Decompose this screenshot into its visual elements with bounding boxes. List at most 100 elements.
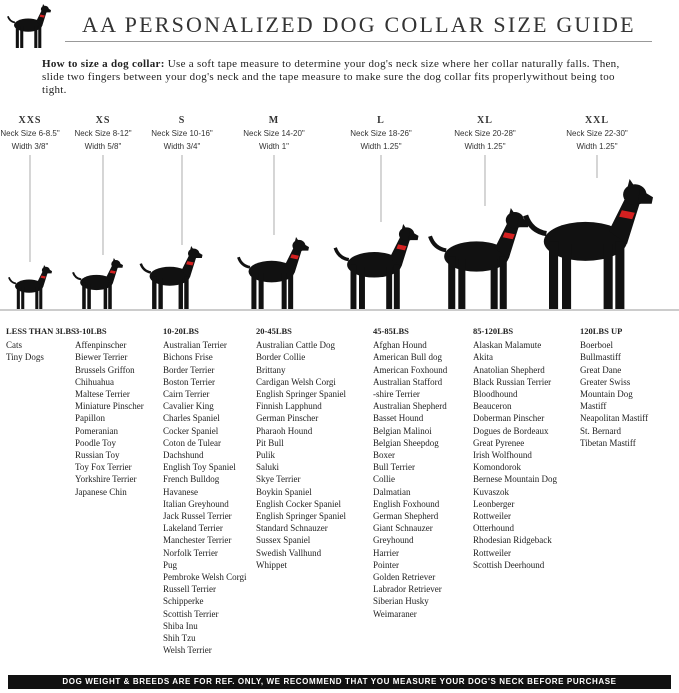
breed: Shih Tzu (163, 633, 196, 644)
breed: Australian Shepherd (373, 401, 447, 412)
breed: Italian Greyhound (163, 498, 229, 509)
breed: Afghan Hound (373, 340, 427, 351)
breed: Brussels Griffon (75, 364, 135, 375)
weight-range: 85-120LBS (473, 326, 514, 336)
breed: Tiny Dogs (6, 352, 44, 363)
breed: Boston Terrier (163, 376, 215, 387)
breed: Chihuahua (75, 376, 114, 387)
breed: Cairn Terrier (163, 389, 210, 400)
guide-lines (29, 155, 598, 262)
breed: Skye Terrier (256, 474, 301, 485)
breed: English Toy Spaniel (163, 462, 236, 473)
breed: Welsh Terrier (163, 645, 212, 656)
breed: Bloodhound (473, 389, 518, 400)
breed: Pembroke Welsh Corgi (163, 572, 247, 583)
intro: How to size a dog collar: Use a soft tap… (42, 58, 642, 97)
breed: Bull Terrier (373, 462, 415, 473)
weight-range: LESS THAN 3LBS (6, 326, 76, 336)
weight-range: 20-45LBS (256, 326, 292, 336)
breed: Weimaraner (373, 608, 417, 619)
breed: Norfolk Terrier (163, 547, 218, 558)
breed: Jack Russel Terrier (163, 511, 232, 522)
breed: Sussex Spaniel (256, 535, 311, 546)
breed: Irish Wolfhound (473, 450, 532, 461)
neck-size: Neck Size 22-30" (566, 129, 628, 138)
breed: Border Terrier (163, 364, 215, 375)
breed: American Bull dog (373, 352, 442, 363)
breed-column: 10-20LBS Australian Terrier Bichons Frise B… (163, 325, 246, 656)
breed: Great Pyrenee (473, 437, 525, 448)
breed: German Shepherd (373, 511, 439, 522)
breed: Rottweiler (473, 547, 511, 558)
size-name: XS (95, 115, 111, 126)
breed: Pointer (373, 559, 399, 570)
logo-dog (6, 4, 52, 48)
breed-column: 45-85LBS Afghan Hound American Bull dog Ame… (373, 325, 447, 620)
breed: Great Dane (580, 364, 622, 375)
breed: Shiba Inu (163, 620, 198, 631)
weight-range: 45-85LBS (373, 326, 409, 336)
collar-width: Width 5/8" (84, 142, 122, 151)
title: AA PERSONALIZED DOG COLLAR SIZE GUIDE (82, 12, 636, 37)
breed: Akita (473, 352, 493, 363)
breed: Poodle Toy (75, 437, 116, 448)
breed: Labrador Retriever (373, 584, 442, 595)
breed: Charles Spaniel (163, 413, 220, 424)
breed: Dachshund (163, 450, 204, 461)
breed: Scottish Terrier (163, 608, 219, 619)
neck-size: Neck Size 14-20" (243, 129, 305, 138)
breed: Papillon (75, 413, 106, 424)
breed: Boerboel (580, 340, 613, 351)
breed: Pit Bull (256, 437, 284, 448)
breed: Kuvaszok (473, 486, 509, 497)
neck-size: Neck Size 20-28" (454, 129, 516, 138)
breed: Miniature Pinscher (75, 401, 144, 412)
breed: Havanese (163, 486, 198, 497)
breed: Australian Cattle Dog (256, 340, 335, 351)
breed: Standard Schnauzer (256, 523, 328, 534)
size-label: M Neck Size 14-20" Width 1" (219, 114, 329, 153)
intro-label: How to size a dog collar: (42, 58, 165, 70)
intro-text: Use a soft tape measure to determine you… (42, 58, 620, 96)
dog-silhouettes (7, 179, 653, 309)
breed: Golden Retriever (373, 572, 436, 583)
breed-column: LESS THAN 3LBS Cats Tiny Dogs (6, 325, 76, 364)
breed: Mountain Dog (580, 389, 633, 400)
size-label: XXS Neck Size 6-8.5" Width 3/8" (0, 114, 85, 153)
breed: Swedish Vallhund (256, 547, 322, 558)
breed: Scottish Deerhound (473, 559, 545, 570)
breed: Biewer Terrier (75, 352, 128, 363)
breed: Otterhound (473, 523, 514, 534)
breed: Maltese Terrier (75, 389, 130, 400)
breed-column: 120LBS UP Boerboel Bullmastiff Great Dane Gr… (580, 325, 648, 449)
breed: Alaskan Malamute (473, 340, 542, 351)
size-name: L (377, 115, 385, 126)
breed: Boykin Spaniel (256, 486, 312, 497)
breed: Leonberger (473, 498, 515, 509)
breed-column: 85-120LBS Alaskan Malamute Akita Anatolian … (473, 325, 557, 571)
breed: Whippet (256, 559, 287, 570)
breed: Pomeranian (75, 425, 118, 436)
breed: Australian Terrier (163, 340, 227, 351)
breed: Siberian Husky (373, 596, 429, 607)
breed: Beauceron (473, 401, 512, 412)
breed: Belgian Sheepdog (373, 437, 439, 448)
breed: German Pinscher (256, 413, 319, 424)
breed: Cocker Spaniel (163, 425, 219, 436)
breed: St. Bernard (580, 425, 621, 436)
collar-width: Width 1" (259, 142, 289, 151)
size-name: XXS (18, 115, 42, 126)
breed: Tibetan Mastiff (580, 437, 636, 448)
neck-size: Neck Size 18-26" (350, 129, 412, 138)
weight-range: 3-10LBS (75, 326, 107, 336)
breed: Russell Terrier (163, 584, 216, 595)
weight-range: 120LBS UP (580, 326, 623, 336)
breed: Mastiff (580, 401, 607, 412)
breed: Bernese Mountain Dog (473, 474, 557, 485)
breed: Pulik (256, 450, 276, 461)
weight-range: 10-20LBS (163, 326, 199, 336)
breed: -shire Terrier (373, 389, 420, 400)
breed: Toy Fox Terrier (75, 462, 132, 473)
title-rule (65, 41, 652, 42)
breed-column: 20-45LBS Australian Cattle Dog Border Coll… (256, 325, 346, 571)
